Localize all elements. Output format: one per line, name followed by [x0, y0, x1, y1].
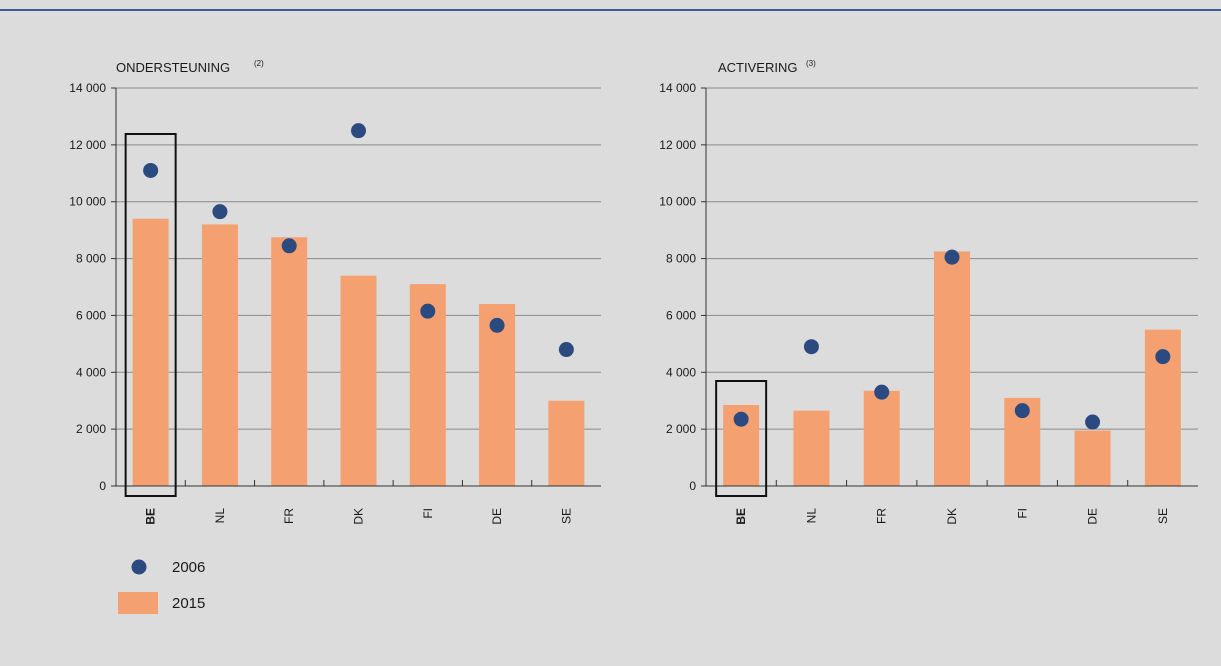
bar-2015-fr — [271, 237, 308, 486]
y-tick-label: 6 000 — [666, 308, 696, 322]
y-tick-label: 0 — [689, 479, 696, 493]
bar-2015-nl — [201, 224, 238, 486]
y-tick-label: 8 000 — [76, 252, 106, 266]
chart-title-note: (2) — [254, 59, 264, 68]
top-rule — [0, 9, 1221, 11]
y-tick-label: 12 000 — [69, 138, 106, 152]
x-tick-label: DE — [1086, 508, 1100, 525]
chart-title: ONDERSTEUNING — [116, 60, 230, 75]
bar-2015-fr — [863, 390, 900, 486]
legend-label: 2006 — [172, 559, 205, 576]
legend-dot-icon — [131, 559, 147, 575]
highlight-box — [124, 133, 177, 497]
y-tick-label: 4 000 — [666, 365, 696, 379]
y-tick-label: 4 000 — [76, 365, 106, 379]
dot-2006-fr — [874, 384, 890, 400]
legend: 2006 2015 — [118, 559, 205, 614]
dot-2006-dk — [944, 249, 960, 265]
chart-title: ACTIVERING — [718, 60, 797, 75]
x-tick-label: SE — [559, 508, 573, 524]
chart-panel-activering: ACTIVERING (3) 0 2 000 4 000 6 000 8 000 10 000… — [659, 59, 1198, 525]
x-tick-label: NL — [804, 508, 818, 524]
x-tick-label: NL — [213, 508, 227, 524]
bar-2015-dk — [340, 275, 377, 486]
dot-2006-de — [489, 317, 505, 333]
x-tick-label: FR — [282, 508, 296, 524]
dot-2006-be — [143, 162, 159, 178]
x-tick-label: FI — [1015, 508, 1029, 519]
y-tick-label: 10 000 — [69, 195, 106, 209]
y-tick-label: 6 000 — [76, 308, 106, 322]
y-tick-label: 2 000 — [666, 422, 696, 436]
y-tick-label: 2 000 — [76, 422, 106, 436]
x-tick-label: SE — [1156, 508, 1170, 524]
x-tick-label: BE — [734, 508, 748, 525]
bar-2015-de — [1074, 430, 1111, 486]
dot-2006-fi — [420, 303, 436, 319]
bar-2015-dk — [934, 251, 970, 486]
dot-2006-se — [1155, 349, 1171, 365]
legend-bar-icon — [118, 592, 158, 614]
x-tick-label: FI — [421, 508, 435, 519]
dot-2006-fr — [281, 238, 297, 254]
bar-2015-de — [479, 304, 516, 486]
y-tick-label: 8 000 — [666, 252, 696, 266]
dot-2006-de — [1085, 414, 1101, 430]
y-tick-label: 0 — [99, 479, 106, 493]
chart-panel-ondersteuning: ONDERSTEUNING (2) 0 2 000 4 000 6 000 8 000 10 … — [69, 59, 601, 525]
highlight-box — [715, 380, 768, 497]
legend-label: 2015 — [172, 595, 205, 612]
y-tick-label: 14 000 — [69, 81, 106, 95]
bar-2015-nl — [793, 410, 830, 486]
dot-2006-fi — [1014, 403, 1030, 419]
y-tick-label: 10 000 — [659, 195, 696, 209]
dot-2006-be — [733, 411, 749, 427]
x-tick-label: DK — [352, 508, 366, 525]
y-tick-label: 14 000 — [659, 81, 696, 95]
x-tick-label: BE — [144, 508, 158, 525]
y-tick-label: 12 000 — [659, 138, 696, 152]
x-tick-label: DE — [490, 508, 504, 525]
dot-2006-nl — [212, 204, 228, 220]
bar-2015-se — [548, 400, 585, 486]
dot-2006-nl — [803, 339, 819, 355]
dot-2006-dk — [351, 123, 366, 139]
dot-2006-se — [558, 342, 574, 358]
x-tick-label: DK — [945, 508, 959, 525]
chart-title-note: (3) — [806, 59, 816, 68]
x-tick-label: FR — [875, 508, 889, 524]
bar-2015-be — [132, 218, 169, 486]
